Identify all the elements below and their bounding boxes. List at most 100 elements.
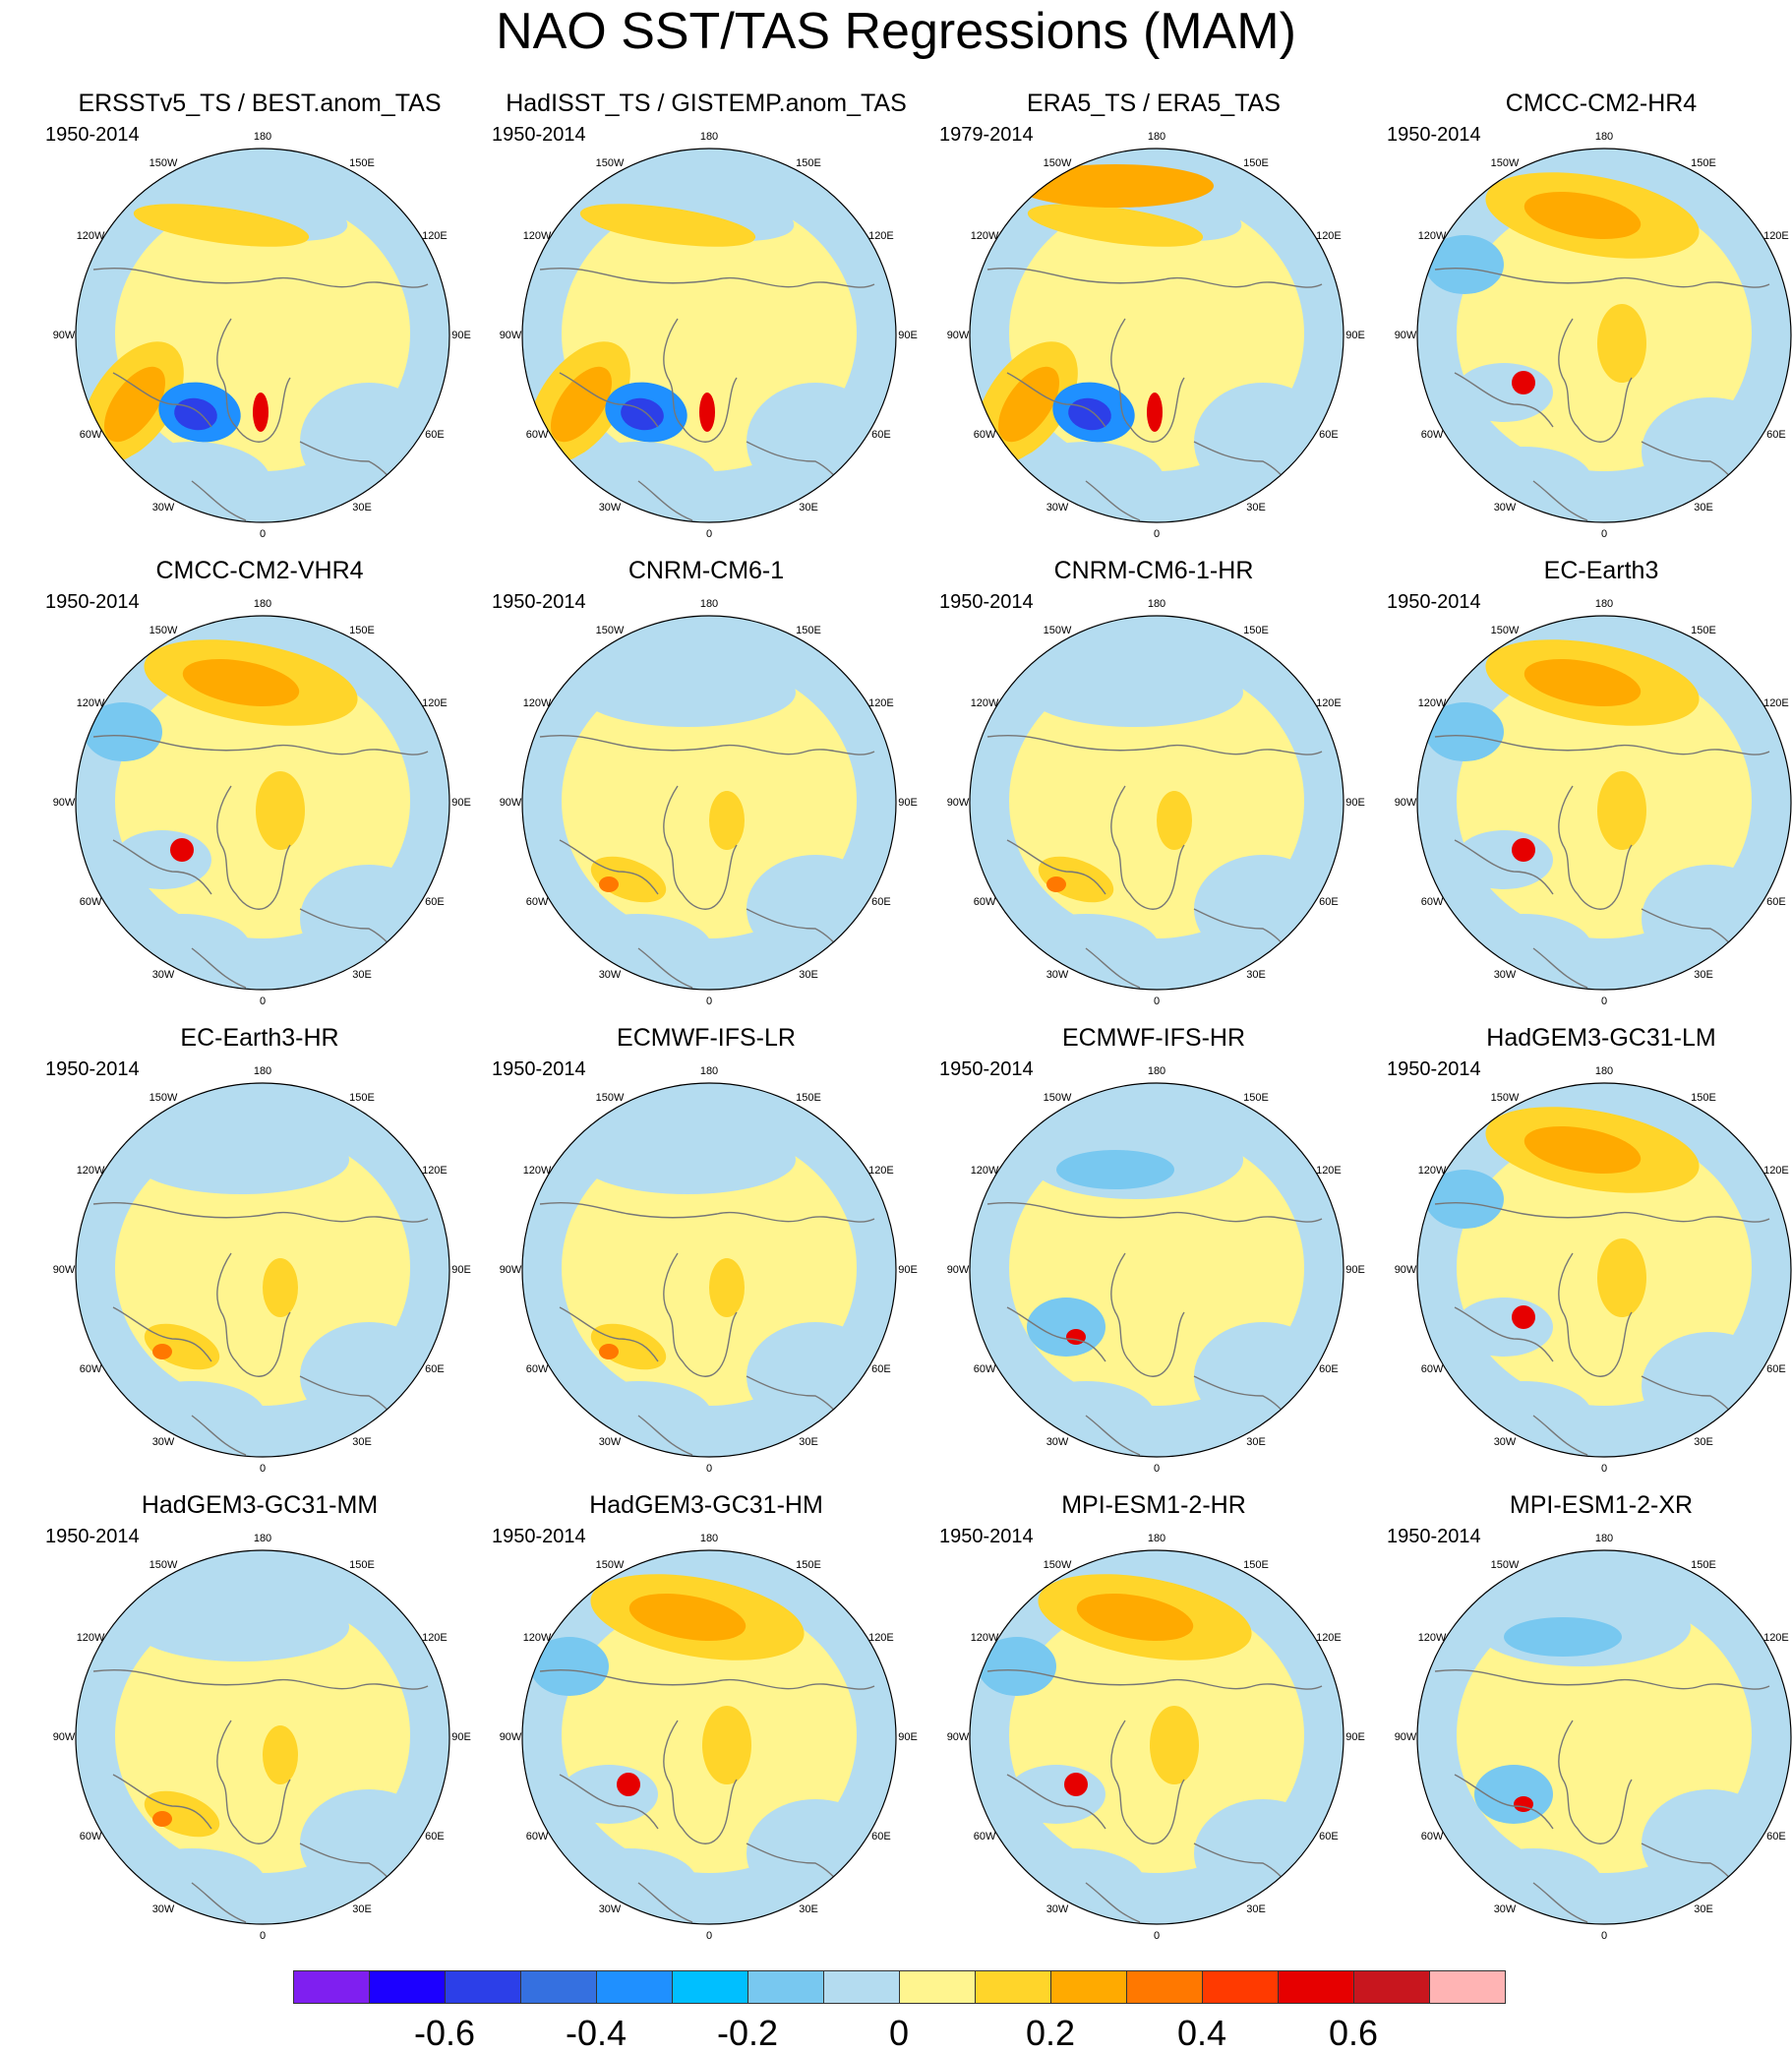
longitude-label: 0 — [1600, 1463, 1608, 1475]
period-label: 1950-2014 — [492, 1058, 586, 1080]
polar-map — [75, 615, 450, 991]
longitude-label: 30E — [1694, 501, 1713, 513]
longitude-label: 150W — [1043, 157, 1072, 170]
pacific-cool-region — [133, 1125, 349, 1194]
longitude-label: 0 — [705, 996, 713, 1007]
longitude-label: 90W — [946, 330, 970, 341]
longitude-label: 30E — [1694, 1902, 1713, 1915]
map-border — [75, 1082, 450, 1458]
longitude-label: 60E — [1766, 429, 1786, 441]
colorbar-swatch — [899, 1970, 976, 2004]
coastline — [92, 734, 429, 989]
colorbar-swatch — [672, 1970, 748, 2004]
longitude-label: 60W — [525, 1363, 549, 1375]
longitude-label: 120E — [422, 230, 448, 242]
colorbar-swatch — [823, 1970, 900, 2004]
longitude-label: 120E — [1316, 1165, 1342, 1177]
map-panel: CNRM-CM6-1 1950-2014 180 150E 120E 90E 60E 30E 0… — [482, 556, 930, 1018]
period-label: 1950-2014 — [492, 124, 586, 146]
longitude-label: 90E — [1345, 330, 1365, 341]
atlantic-warm-spot — [1066, 1329, 1086, 1345]
map-border — [521, 1082, 897, 1458]
longitude-label: 150W — [1043, 625, 1072, 637]
panel-title: ECMWF-IFS-HR — [1061, 1024, 1246, 1052]
longitude-label: 60W — [79, 1363, 102, 1375]
longitude-label: 120W — [1417, 1165, 1447, 1177]
longitude-label: 150W — [1490, 625, 1520, 637]
colorbar-swatch — [1126, 1970, 1203, 2004]
coastline — [92, 267, 429, 521]
longitude-label: 0 — [259, 1930, 267, 1942]
longitude-label: 60W — [79, 896, 102, 908]
pacific-warm-band — [579, 204, 756, 247]
colorbar-swatch — [1353, 1970, 1430, 2004]
longitude-label: 180 — [253, 1065, 272, 1077]
longitude-label: 120E — [1763, 1165, 1789, 1177]
coastline — [986, 1201, 1323, 1456]
longitude-label: 30E — [799, 1902, 818, 1915]
longitude-label: 150W — [1490, 1559, 1520, 1572]
longitude-label: 0 — [1153, 1463, 1161, 1475]
longitude-label: 60W — [1420, 896, 1444, 908]
panel-title: CMCC-CM2-HR4 — [1505, 90, 1698, 117]
longitude-label: 0 — [705, 528, 713, 540]
atlantic-warm-spot — [617, 1773, 640, 1796]
map-panel: ECMWF-IFS-HR 1950-2014 180 150E 120E 90E 60E 30… — [929, 1023, 1378, 1485]
polar-map — [75, 1082, 450, 1458]
pacific-warm-band — [1027, 204, 1204, 247]
longitude-label: 0 — [259, 528, 267, 540]
colorbar-swatch — [747, 1970, 824, 2004]
period-label: 1950-2014 — [939, 1526, 1034, 1547]
longitude-label: 30W — [1045, 1902, 1069, 1915]
page-title: NAO SST/TAS Regressions (MAM) — [496, 3, 1296, 60]
pacific-east-cool-region — [1425, 1170, 1504, 1229]
map-panel: ERA5_TS / ERA5_TAS 1979-2014 180 150E 120E 90… — [929, 89, 1378, 551]
longitude-label: 60E — [1319, 1363, 1339, 1375]
longitude-label: 90W — [499, 797, 522, 809]
tropical-atlantic-cool-region — [560, 1848, 697, 1917]
colorbar-tick-label: -0.2 — [716, 2013, 779, 2053]
atlantic-warm-spot — [599, 1344, 619, 1359]
panel-title: MPI-ESM1-2-HR — [1061, 1491, 1246, 1519]
panel-title: ERSSTv5_TS / BEST.anom_TAS — [78, 90, 442, 117]
atlantic-cool-region — [1007, 1765, 1105, 1824]
map-border — [521, 148, 897, 523]
map-border — [969, 1082, 1344, 1458]
period-label: 1950-2014 — [1387, 591, 1481, 613]
siberia-warm-region — [263, 1725, 298, 1784]
period-label: 1979-2014 — [939, 124, 1034, 146]
longitude-label: 60E — [1766, 1363, 1786, 1375]
longitude-label: 60W — [1420, 429, 1444, 441]
longitude-label: 60E — [871, 896, 891, 908]
period-label: 1950-2014 — [492, 591, 586, 613]
longitude-label: 120W — [970, 230, 999, 242]
pacific-east-cool-region — [1425, 702, 1504, 761]
longitude-label: 150W — [149, 625, 178, 637]
coastline — [986, 267, 1323, 521]
map-panel: HadGEM3-GC31-MM 1950-2014 180 150E 120E 90E 60… — [35, 1490, 484, 1953]
pacific-warm-core — [1076, 1593, 1194, 1642]
longitude-label: 90E — [451, 1264, 471, 1276]
longitude-label: 150W — [1490, 157, 1520, 170]
longitude-label: 150E — [1691, 625, 1716, 637]
longitude-label: 120W — [970, 1165, 999, 1177]
panel-title: CNRM-CM6-1 — [627, 557, 785, 584]
longitude-label: 0 — [705, 1930, 713, 1942]
longitude-label: 60W — [525, 429, 549, 441]
colorbar-swatch — [1202, 1970, 1279, 2004]
siberia-warm-region — [1597, 1238, 1646, 1317]
longitude-label: 150W — [149, 1559, 178, 1572]
longitude-label: 150E — [349, 157, 375, 170]
longitude-label: 150W — [1043, 1092, 1072, 1105]
pacific-warm-core — [1523, 1125, 1642, 1175]
longitude-label: 30W — [598, 1902, 622, 1915]
colorbar-tick-label: -0.4 — [565, 2013, 627, 2053]
longitude-label: 60W — [79, 429, 102, 441]
longitude-label: 60E — [1766, 896, 1786, 908]
colorbar-tick-label: 0 — [888, 2013, 910, 2053]
longitude-label: 120E — [1763, 230, 1789, 242]
longitude-label: 120W — [522, 1632, 552, 1644]
panel-title: ECMWF-IFS-LR — [617, 1024, 796, 1052]
map-panel: EC-Earth3-HR 1950-2014 180 150E 120E 90E 60E 30… — [35, 1023, 484, 1485]
west-atlantic-warm-core — [550, 366, 613, 443]
